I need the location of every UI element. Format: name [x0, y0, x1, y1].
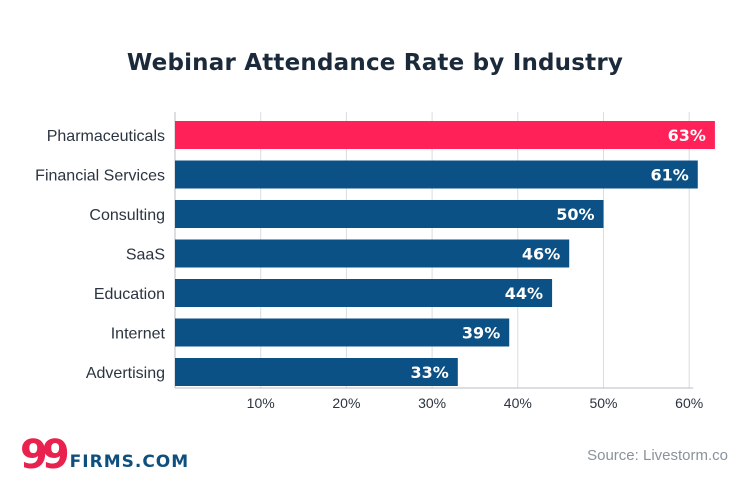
category-label: Financial Services — [35, 168, 165, 185]
data-label: 63% — [668, 126, 706, 145]
bar-consulting — [175, 200, 604, 228]
category-label: Pharmaceuticals — [47, 128, 165, 145]
category-label: Education — [94, 286, 165, 303]
category-label: Internet — [111, 326, 166, 343]
x-tick-label: 30% — [418, 395, 446, 411]
bar-advertising — [175, 358, 458, 386]
bar-financial-services — [175, 160, 698, 189]
x-tick-label: 60% — [675, 395, 703, 411]
bar-pharmaceuticals — [175, 121, 715, 149]
data-label: 46% — [522, 245, 560, 264]
logo-number: 99 — [20, 432, 70, 478]
bar-internet — [175, 318, 510, 347]
data-label: 61% — [650, 166, 688, 185]
x-tick-label: 50% — [589, 395, 617, 411]
data-label: 39% — [462, 324, 500, 343]
logo-text: FIRMS.COM — [69, 452, 190, 472]
x-tick-label: 20% — [332, 395, 360, 411]
category-label: SaaS — [126, 247, 165, 264]
source-note: Source: Livestorm.co — [587, 447, 728, 464]
data-label: 50% — [556, 205, 594, 224]
bar-saas — [175, 239, 570, 268]
x-tick-label: 40% — [504, 395, 532, 411]
logo: 99 FIRMS.COM — [20, 432, 190, 478]
category-label: Advertising — [86, 365, 165, 382]
data-label: 44% — [505, 284, 543, 303]
bar-education — [175, 279, 553, 307]
data-label: 33% — [411, 363, 449, 382]
category-label: Consulting — [89, 207, 165, 224]
x-tick-label: 10% — [247, 395, 275, 411]
chart-title: Webinar Attendance Rate by Industry — [126, 50, 624, 76]
